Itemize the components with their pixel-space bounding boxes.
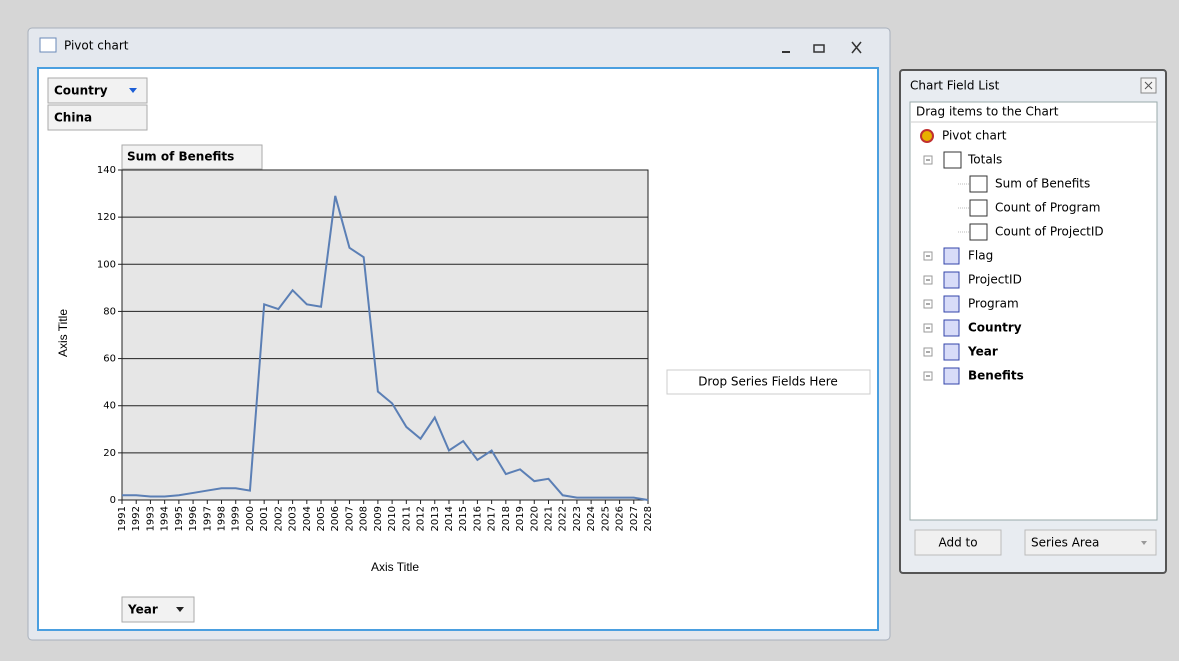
field-icon xyxy=(943,271,960,289)
x-tick-label: 2002 xyxy=(273,506,284,531)
x-tick-label: 2022 xyxy=(558,506,569,531)
area-select-text: Series Area xyxy=(1031,536,1099,550)
x-tick-label: 2011 xyxy=(401,506,412,531)
field-item[interactable]: Totals xyxy=(967,153,1002,167)
x-tick-label: 2001 xyxy=(259,506,270,531)
x-tick-label: 2016 xyxy=(472,506,483,531)
x-tick-label: 2003 xyxy=(288,506,299,531)
y-axis-title: Axis Title xyxy=(56,309,70,357)
y-tick-label: 80 xyxy=(103,306,116,317)
field-item[interactable]: Count of ProjectID xyxy=(995,225,1104,239)
field-icon xyxy=(943,295,960,313)
field-item[interactable]: Year xyxy=(967,345,998,359)
field-item[interactable]: Country xyxy=(968,321,1022,335)
field-item[interactable]: Count of Program xyxy=(995,201,1100,215)
numeric-icon xyxy=(943,151,962,169)
x-tick-label: 1994 xyxy=(160,506,171,531)
filter-field: Country xyxy=(54,84,108,98)
y-tick-label: 100 xyxy=(97,259,116,270)
field-list-header: Drag items to the Chart xyxy=(916,105,1059,119)
x-tick-label: 2004 xyxy=(302,506,313,531)
field-item[interactable]: Sum of Benefits xyxy=(995,177,1090,191)
field-item[interactable]: Benefits xyxy=(968,369,1024,383)
y-tick-label: 0 xyxy=(110,495,116,506)
x-tick-label: 2025 xyxy=(600,506,611,531)
x-tick-label: 2019 xyxy=(515,506,526,531)
add-button[interactable] xyxy=(914,529,1002,556)
x-tick-label: 2018 xyxy=(501,506,512,531)
x-tick-label: 2012 xyxy=(416,506,427,531)
x-tick-label: 2027 xyxy=(629,506,640,531)
x-axis-title: Axis Title xyxy=(371,560,419,574)
x-tick-label: 2006 xyxy=(330,506,341,531)
x-tick-label: 2026 xyxy=(615,506,626,531)
plot-area xyxy=(121,169,649,501)
x-tick-label: 2008 xyxy=(359,506,370,531)
x-tick-label: 2028 xyxy=(643,506,654,531)
category-field: Year xyxy=(127,603,158,617)
x-tick-label: 2005 xyxy=(316,506,327,531)
dropdown-arrow xyxy=(176,607,184,612)
x-tick-label: 1992 xyxy=(131,506,142,531)
field-item[interactable]: ProjectID xyxy=(968,273,1022,287)
x-tick-label: 2015 xyxy=(458,506,469,531)
drop-zone-text: Drop Series Fields Here xyxy=(698,375,838,389)
field-list-title: Chart Field List xyxy=(910,79,1000,93)
x-tick-label: 2024 xyxy=(586,506,597,531)
x-tick-label: 2017 xyxy=(487,506,498,531)
filter-value: China xyxy=(54,111,92,125)
window-icon xyxy=(39,37,57,53)
dropdown-arrow xyxy=(129,88,137,93)
y-tick-label: 40 xyxy=(103,401,116,412)
x-tick-label: 1999 xyxy=(231,506,242,531)
x-tick-label: 2023 xyxy=(572,506,583,531)
add-button-text: Add to xyxy=(938,536,977,550)
field-item[interactable]: Pivot chart xyxy=(942,129,1007,143)
field-item[interactable]: Flag xyxy=(968,249,993,263)
x-tick-label: 1991 xyxy=(117,506,128,531)
data-field: Sum of Benefits xyxy=(127,150,234,164)
x-tick-label: 2010 xyxy=(387,506,398,531)
x-tick-label: 2009 xyxy=(373,506,384,531)
y-tick-label: 60 xyxy=(103,354,116,365)
x-tick-label: 1996 xyxy=(188,506,199,531)
x-tick-label: 2007 xyxy=(344,506,355,531)
filter-field-button[interactable] xyxy=(47,77,148,104)
x-tick-label: 2020 xyxy=(529,506,540,531)
x-tick-label: 1995 xyxy=(174,506,185,531)
x-tick-label: 2000 xyxy=(245,506,256,531)
x-tick-label: 2021 xyxy=(543,506,554,531)
numeric-icon xyxy=(969,199,988,217)
y-tick-label: 20 xyxy=(103,448,116,459)
field-icon xyxy=(943,319,960,337)
window-title: Pivot chart xyxy=(64,39,129,53)
numeric-icon xyxy=(969,175,988,193)
field-item[interactable]: Program xyxy=(968,297,1019,311)
close-icon xyxy=(1144,81,1153,90)
field-icon xyxy=(943,343,960,361)
x-tick-label: 1998 xyxy=(217,506,228,531)
maximize-button[interactable] xyxy=(813,44,825,53)
x-tick-label: 2013 xyxy=(430,506,441,531)
x-tick-label: 1993 xyxy=(145,506,156,531)
x-tick-label: 2014 xyxy=(444,506,455,531)
data-field-button[interactable] xyxy=(121,144,263,170)
x-tick-label: 1997 xyxy=(202,506,213,531)
field-icon xyxy=(943,247,960,265)
y-tick-label: 120 xyxy=(97,212,116,223)
filter-value-box xyxy=(47,104,148,131)
numeric-icon xyxy=(969,223,988,241)
dropdown-arrow xyxy=(1141,541,1147,545)
close-button[interactable] xyxy=(851,41,862,54)
series-line xyxy=(122,195,649,501)
y-tick-label: 140 xyxy=(97,165,116,176)
field-icon xyxy=(943,367,960,385)
area-select[interactable] xyxy=(1024,529,1157,556)
drop-zone[interactable] xyxy=(666,369,871,395)
pivot-icon xyxy=(920,129,934,143)
